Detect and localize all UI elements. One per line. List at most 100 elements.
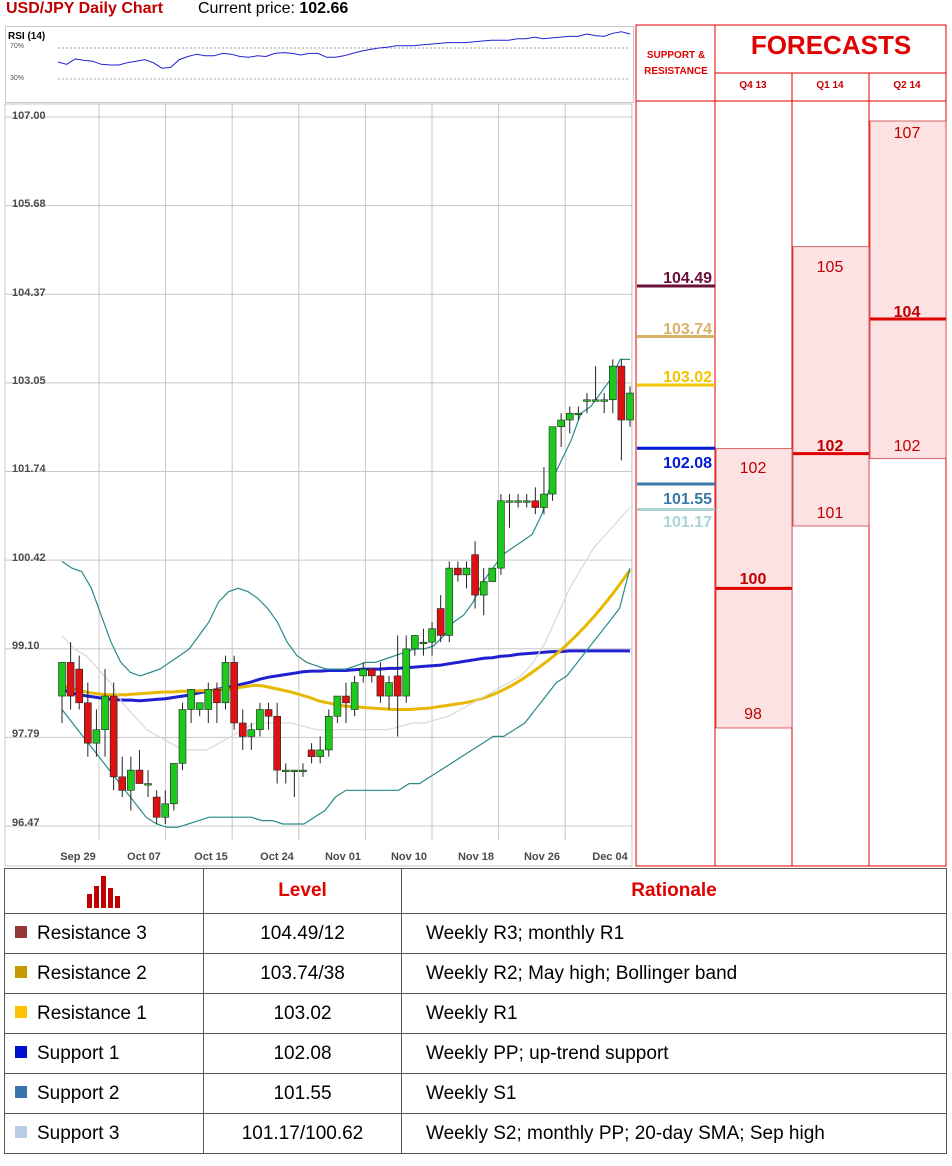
candlestick (591, 366, 600, 402)
forecast-q4-mid: 100 (739, 571, 767, 588)
candle-body-up (522, 500, 531, 503)
price-chart (4, 24, 947, 867)
levels-table: Level Rationale Resistance 3 104.49/12 W… (4, 868, 947, 1154)
x-tick-label: Nov 10 (390, 851, 428, 863)
sma-blue-line (61, 649, 630, 703)
table-row: Resistance 1 103.02 Weekly R1 (4, 993, 947, 1034)
candlestick (247, 722, 256, 750)
forecast-q1-low: 101 (816, 505, 844, 522)
candlestick (385, 675, 393, 710)
rsi-panel (5, 26, 634, 103)
support-resistance-header: SUPPORT & RESISTANCE (638, 48, 714, 80)
current-price: Current price: 102.66 (198, 0, 348, 18)
candlestick (626, 386, 634, 427)
sr-level-103-74: 103.74 (663, 321, 712, 338)
candle-body-up (583, 399, 591, 402)
candlestick (368, 668, 376, 683)
candlestick (342, 682, 350, 723)
candle-body-up (505, 500, 514, 503)
sr-header-line2: RESISTANCE (644, 66, 708, 77)
candlestick (428, 621, 436, 656)
candlestick (419, 628, 428, 656)
rsi-level-30: 30% (10, 75, 25, 82)
row-level: 103.74/38 (203, 953, 402, 994)
candle-body-up (101, 695, 109, 731)
y-tick-label: 101.74 (12, 463, 46, 475)
candle-body-up (170, 763, 178, 805)
bar-chart-icon (87, 876, 120, 908)
candle-body-up (299, 769, 307, 772)
table-row: Resistance 3 104.49/12 Weekly R3; monthl… (4, 913, 947, 954)
y-tick-label: 96.47 (12, 817, 40, 829)
candlestick (144, 770, 152, 798)
row-name: Support 2 (37, 1082, 120, 1104)
candlestick (152, 790, 161, 824)
candlestick (393, 635, 402, 737)
candlestick (187, 689, 195, 723)
color-swatch (15, 966, 27, 979)
sr-level-104-49: 104.49 (663, 270, 712, 287)
y-tick-label: 105.68 (12, 198, 46, 210)
sr-level-101-55: 101.55 (663, 491, 712, 508)
table-row: Resistance 2 103.74/38 Weekly R2; May hi… (4, 953, 947, 994)
bollinger-lower-line (61, 567, 631, 828)
candle-body-up (608, 365, 617, 401)
candle-body-up (350, 682, 359, 710)
candlestick (505, 494, 514, 528)
rsi-line (57, 31, 631, 69)
candlestick (497, 494, 505, 575)
color-swatch (15, 1006, 27, 1019)
candlestick (333, 695, 342, 723)
candle-body-up (557, 419, 565, 428)
candlestick (307, 743, 316, 764)
candlestick (350, 675, 359, 717)
candle-body-up (574, 412, 583, 416)
candle-body-up (565, 412, 574, 421)
candle-body-up (92, 729, 101, 744)
candle-body-down (307, 749, 316, 757)
candle-body-up (178, 709, 187, 764)
candlestick (522, 494, 531, 508)
candlestick (436, 595, 445, 643)
candlestick (402, 635, 411, 703)
candle-body-down (342, 695, 350, 704)
row-name: Resistance 1 (37, 1002, 147, 1024)
candle-body-up (144, 783, 152, 786)
candlestick (281, 763, 290, 784)
candle-body-up (402, 648, 411, 697)
current-price-value: 102.66 (299, 0, 349, 17)
row-label-cell: Support 2 (4, 1073, 204, 1114)
candle-body-down (273, 715, 281, 771)
sr-level-101-17: 101.17 (663, 514, 712, 531)
row-level: 104.49/12 (203, 913, 402, 954)
candle-body-up (187, 689, 195, 710)
candle-body-up (479, 581, 488, 596)
candle-body-up (600, 399, 608, 402)
candle-body-down (617, 365, 626, 421)
candle-body-up (419, 641, 428, 644)
candle-body-down (213, 689, 221, 704)
candlestick (204, 682, 213, 723)
candle-body-up (247, 729, 256, 737)
forecast-q1-mid: 102 (816, 438, 844, 455)
candlestick (617, 359, 626, 461)
candlestick (230, 655, 238, 730)
color-swatch (15, 1126, 27, 1139)
table-header-icon-cell (4, 868, 204, 914)
row-rationale: Weekly R2; May high; Bollinger band (401, 953, 947, 994)
row-rationale: Weekly S2; monthly PP; 20-day SMA; Sep h… (401, 1113, 947, 1154)
candle-body-up (359, 668, 368, 677)
candlestick (92, 709, 101, 757)
candle-body-up (540, 493, 548, 508)
forecast-range-box (869, 120, 947, 460)
quarter-header-q1-14: Q1 14 (816, 80, 844, 91)
sr-level-102-08: 102.08 (663, 455, 712, 472)
forecasts-title: FORECASTS (750, 30, 912, 60)
x-tick-label: Nov 26 (523, 851, 561, 863)
candlestick (109, 682, 118, 791)
candle-body-down (135, 769, 144, 784)
candlestick (548, 426, 557, 501)
candlestick (462, 561, 471, 589)
candlestick (540, 467, 548, 515)
row-level: 102.08 (203, 1033, 402, 1074)
